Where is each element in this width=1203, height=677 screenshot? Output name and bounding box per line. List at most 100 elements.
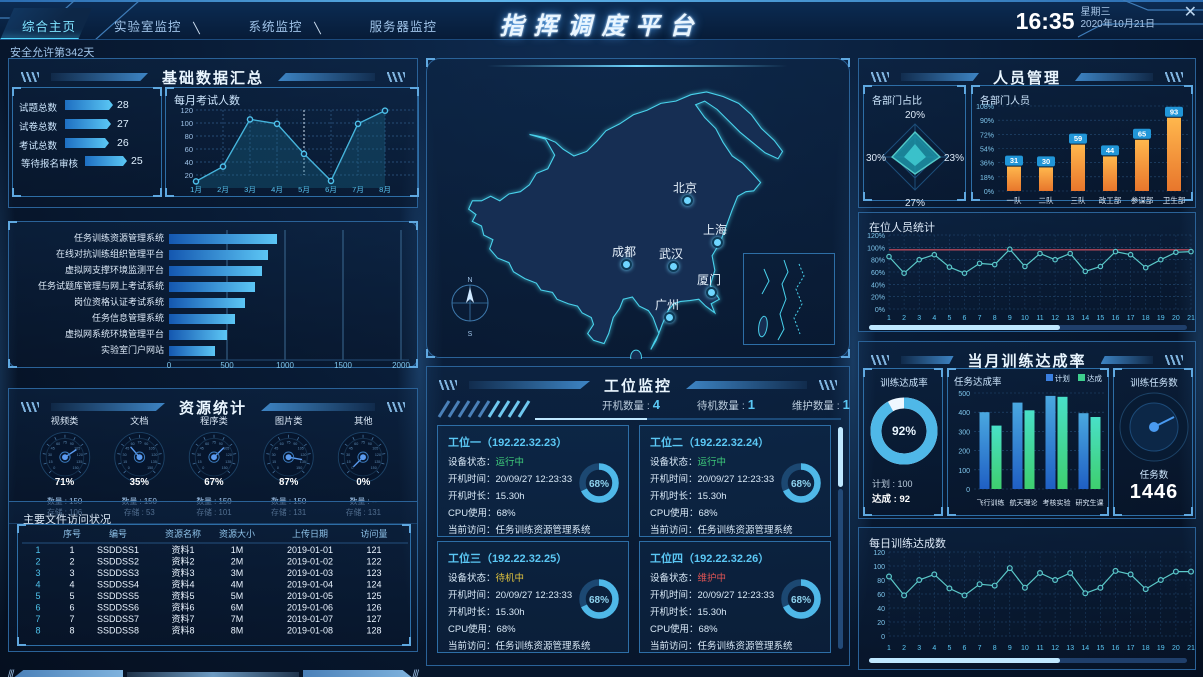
svg-text:6: 6 bbox=[69, 603, 74, 613]
svg-text:150: 150 bbox=[72, 466, 78, 470]
svg-text:5: 5 bbox=[35, 591, 40, 601]
svg-text:45: 45 bbox=[50, 447, 54, 451]
svg-text:7: 7 bbox=[35, 614, 40, 624]
svg-text:45: 45 bbox=[125, 447, 129, 451]
svg-text:4: 4 bbox=[932, 645, 936, 652]
svg-text:120: 120 bbox=[180, 106, 193, 115]
svg-text:135: 135 bbox=[375, 460, 381, 464]
svg-text:序号: 序号 bbox=[63, 528, 81, 539]
svg-text:23%: 23% bbox=[944, 153, 964, 164]
svg-text:6: 6 bbox=[35, 603, 40, 613]
svg-text:60: 60 bbox=[280, 442, 284, 446]
svg-text:400: 400 bbox=[958, 410, 970, 417]
svg-text:16: 16 bbox=[1112, 315, 1120, 322]
svg-text:90: 90 bbox=[144, 442, 148, 446]
svg-text:60: 60 bbox=[877, 592, 885, 599]
svg-text:资料7: 资料7 bbox=[171, 613, 194, 624]
svg-text:6: 6 bbox=[963, 315, 967, 322]
svg-text:6: 6 bbox=[963, 645, 967, 652]
svg-text:59: 59 bbox=[1074, 134, 1082, 143]
svg-text:飞行训练: 飞行训练 bbox=[977, 498, 1005, 507]
svg-text:40%: 40% bbox=[871, 282, 885, 289]
svg-text:4: 4 bbox=[35, 580, 40, 590]
svg-text:15: 15 bbox=[1097, 315, 1105, 322]
svg-text:0: 0 bbox=[277, 466, 279, 470]
svg-text:105: 105 bbox=[298, 447, 304, 451]
svg-text:21: 21 bbox=[1187, 645, 1195, 652]
svg-text:105: 105 bbox=[223, 447, 229, 451]
svg-text:19: 19 bbox=[1157, 315, 1165, 322]
svg-text:1000: 1000 bbox=[276, 361, 294, 369]
svg-text:150: 150 bbox=[371, 466, 377, 470]
svg-text:11: 11 bbox=[1036, 315, 1043, 322]
svg-text:500: 500 bbox=[220, 361, 234, 369]
svg-text:30: 30 bbox=[1042, 157, 1050, 166]
svg-text:上传日期: 上传日期 bbox=[292, 528, 328, 539]
svg-text:90: 90 bbox=[293, 442, 297, 446]
svg-text:150: 150 bbox=[296, 466, 302, 470]
svg-text:124: 124 bbox=[366, 580, 381, 590]
svg-text:2019-01-04: 2019-01-04 bbox=[287, 580, 333, 590]
svg-text:14: 14 bbox=[1081, 645, 1089, 652]
svg-text:0: 0 bbox=[352, 466, 354, 470]
svg-text:17: 17 bbox=[1127, 315, 1135, 322]
svg-text:5: 5 bbox=[947, 315, 951, 322]
svg-text:31: 31 bbox=[1010, 156, 1018, 165]
svg-text:80: 80 bbox=[877, 578, 885, 585]
svg-text:18%: 18% bbox=[980, 175, 994, 182]
svg-text:10: 10 bbox=[1021, 315, 1029, 322]
svg-text:研究生课: 研究生课 bbox=[1076, 498, 1104, 507]
svg-text:15: 15 bbox=[198, 460, 202, 464]
svg-text:三队: 三队 bbox=[1071, 196, 1087, 205]
svg-text:4: 4 bbox=[69, 580, 74, 590]
svg-text:125: 125 bbox=[366, 591, 381, 601]
svg-text:100: 100 bbox=[958, 468, 970, 475]
svg-text:135: 135 bbox=[151, 460, 157, 464]
svg-text:0%: 0% bbox=[875, 307, 885, 314]
svg-text:虚拟网支撑环境监测平台: 虚拟网支撑环境监测平台 bbox=[65, 264, 164, 275]
svg-text:15: 15 bbox=[347, 460, 351, 464]
svg-text:0%: 0% bbox=[984, 189, 994, 196]
svg-text:0: 0 bbox=[202, 466, 204, 470]
svg-text:2M: 2M bbox=[231, 557, 244, 567]
svg-text:8: 8 bbox=[35, 626, 40, 636]
svg-text:岗位资格认证考试系统: 岗位资格认证考试系统 bbox=[74, 296, 164, 307]
svg-text:60: 60 bbox=[56, 442, 60, 446]
svg-text:68%: 68% bbox=[791, 479, 811, 490]
svg-text:75: 75 bbox=[63, 440, 67, 444]
svg-text:6M: 6M bbox=[231, 603, 244, 613]
svg-text:SSDDSS2: SSDDSS2 bbox=[97, 557, 139, 567]
svg-text:60: 60 bbox=[355, 442, 359, 446]
svg-text:在线对抗训练组织管理平台: 在线对抗训练组织管理平台 bbox=[56, 248, 164, 259]
svg-text:2019-01-08: 2019-01-08 bbox=[287, 626, 333, 636]
svg-text:2: 2 bbox=[69, 557, 74, 567]
svg-text:10: 10 bbox=[1021, 645, 1029, 652]
svg-text:60%: 60% bbox=[871, 270, 885, 277]
svg-text:90%: 90% bbox=[980, 118, 994, 125]
svg-text:60: 60 bbox=[130, 442, 134, 446]
svg-text:20%: 20% bbox=[905, 110, 925, 121]
svg-text:300: 300 bbox=[958, 429, 970, 436]
svg-text:65: 65 bbox=[1138, 129, 1146, 138]
svg-text:75: 75 bbox=[137, 440, 141, 444]
svg-text:12: 12 bbox=[1051, 315, 1059, 322]
svg-text:7: 7 bbox=[69, 614, 74, 624]
svg-text:75: 75 bbox=[212, 440, 216, 444]
svg-text:SSDDSS6: SSDDSS6 bbox=[97, 603, 139, 613]
svg-text:122: 122 bbox=[366, 557, 381, 567]
svg-text:2: 2 bbox=[35, 557, 40, 567]
svg-text:2000: 2000 bbox=[392, 361, 410, 369]
svg-text:123: 123 bbox=[366, 568, 381, 578]
svg-text:105: 105 bbox=[148, 447, 154, 451]
svg-text:120: 120 bbox=[226, 453, 232, 457]
svg-text:127: 127 bbox=[366, 614, 381, 624]
svg-text:54%: 54% bbox=[980, 147, 994, 154]
svg-text:实验室门户网站: 实验室门户网站 bbox=[101, 344, 164, 355]
svg-text:44: 44 bbox=[1106, 146, 1115, 155]
svg-text:128: 128 bbox=[366, 626, 381, 636]
svg-text:120%: 120% bbox=[867, 233, 885, 240]
svg-text:14: 14 bbox=[1081, 315, 1089, 322]
svg-text:20%: 20% bbox=[871, 295, 885, 302]
svg-text:75: 75 bbox=[361, 440, 365, 444]
svg-text:资料6: 资料6 bbox=[171, 602, 194, 613]
